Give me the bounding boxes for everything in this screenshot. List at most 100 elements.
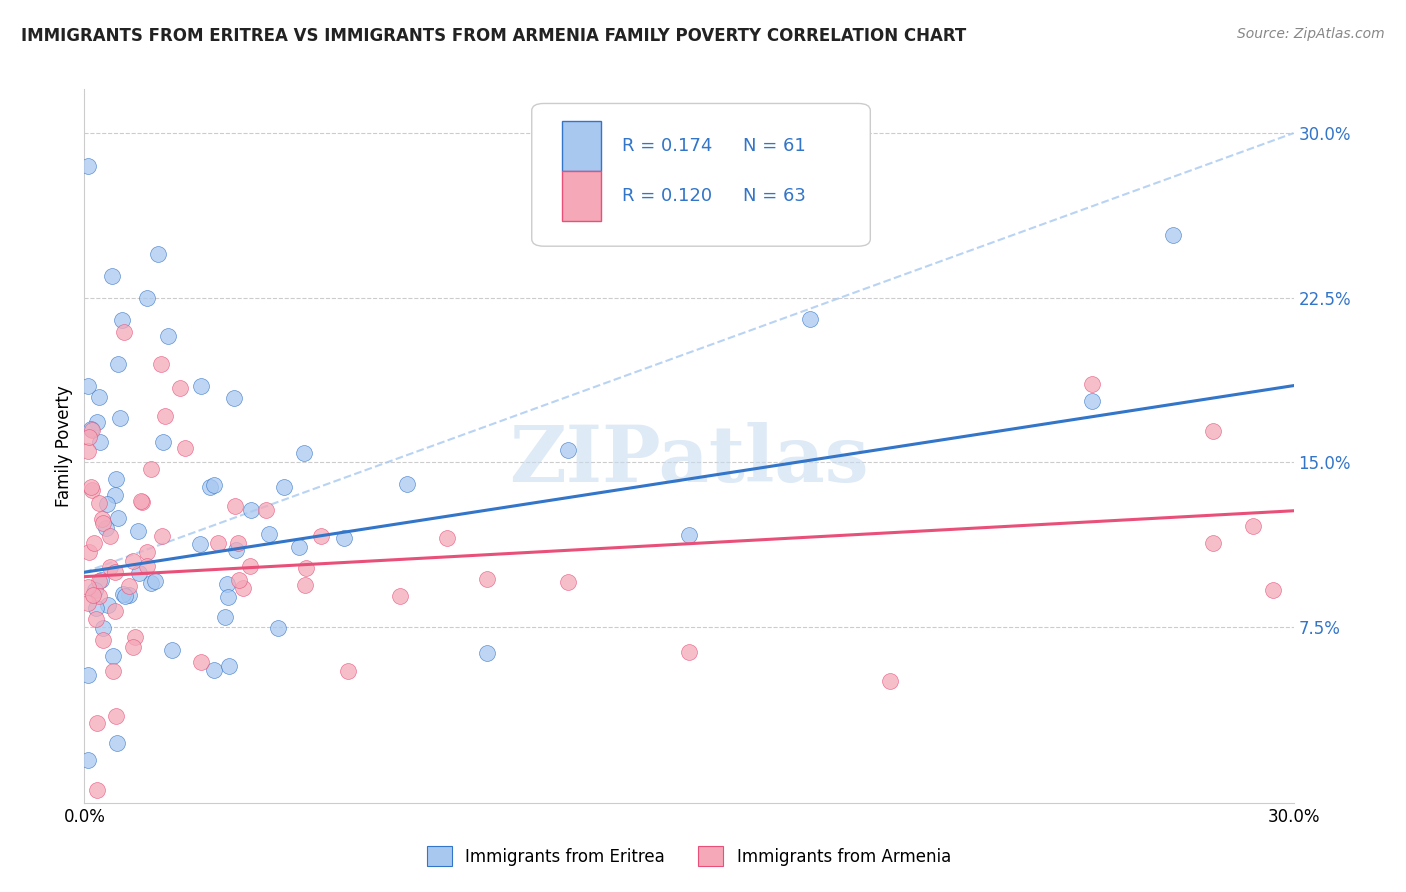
Text: ZIPatlas: ZIPatlas bbox=[509, 422, 869, 499]
Point bbox=[87, 574, 110, 589]
Point bbox=[96, 598, 118, 612]
Point bbox=[139, 462, 162, 476]
Point bbox=[146, 247, 169, 261]
Point bbox=[240, 502, 263, 516]
Point bbox=[103, 648, 125, 663]
Point bbox=[162, 643, 184, 657]
Point bbox=[1202, 536, 1225, 550]
Point bbox=[77, 159, 100, 173]
Point bbox=[101, 664, 124, 678]
Point bbox=[1161, 227, 1184, 242]
Text: R = 0.120: R = 0.120 bbox=[623, 187, 713, 205]
Point bbox=[114, 589, 136, 603]
Point bbox=[169, 381, 191, 395]
Point bbox=[96, 521, 118, 535]
Point bbox=[127, 524, 149, 539]
Point bbox=[79, 479, 101, 493]
Point bbox=[77, 753, 100, 767]
Point bbox=[143, 574, 166, 588]
Point bbox=[1263, 582, 1285, 597]
Point bbox=[77, 597, 100, 611]
Point bbox=[225, 543, 247, 558]
Point bbox=[174, 442, 197, 456]
Point bbox=[557, 442, 579, 457]
Point bbox=[131, 495, 153, 509]
Point bbox=[111, 312, 134, 326]
Point bbox=[436, 531, 458, 545]
FancyBboxPatch shape bbox=[562, 121, 600, 171]
Point bbox=[149, 357, 172, 371]
Point bbox=[287, 540, 309, 554]
Point bbox=[84, 582, 107, 597]
Point bbox=[98, 529, 121, 543]
Point bbox=[294, 578, 316, 592]
Point bbox=[87, 495, 110, 509]
Point bbox=[202, 478, 225, 492]
Point bbox=[190, 536, 212, 550]
Point bbox=[135, 291, 157, 305]
Point bbox=[91, 621, 114, 635]
Point bbox=[214, 610, 236, 624]
Point bbox=[239, 558, 262, 573]
Point bbox=[86, 782, 108, 797]
Point bbox=[98, 560, 121, 574]
Point bbox=[295, 561, 318, 575]
Point bbox=[104, 472, 127, 486]
Point bbox=[77, 668, 100, 682]
Point bbox=[122, 640, 145, 655]
Point bbox=[77, 378, 100, 392]
Point bbox=[336, 664, 359, 678]
Point bbox=[86, 415, 108, 429]
Point bbox=[89, 434, 111, 449]
Y-axis label: Family Poverty: Family Poverty bbox=[55, 385, 73, 507]
Point bbox=[232, 581, 254, 595]
Point bbox=[107, 510, 129, 524]
Point bbox=[96, 497, 118, 511]
Point bbox=[292, 445, 315, 459]
Point bbox=[86, 716, 108, 731]
Point bbox=[155, 409, 177, 423]
Point bbox=[129, 494, 152, 508]
Point bbox=[1202, 424, 1225, 438]
Point bbox=[228, 573, 250, 587]
Text: IMMIGRANTS FROM ERITREA VS IMMIGRANTS FROM ARMENIA FAMILY POVERTY CORRELATION CH: IMMIGRANTS FROM ERITREA VS IMMIGRANTS FR… bbox=[21, 27, 966, 45]
Point bbox=[104, 604, 127, 618]
Point bbox=[80, 422, 103, 436]
Point bbox=[157, 329, 180, 343]
Point bbox=[136, 545, 159, 559]
Legend: Immigrants from Eritrea, Immigrants from Armenia: Immigrants from Eritrea, Immigrants from… bbox=[420, 839, 957, 873]
Point bbox=[309, 528, 332, 542]
Point bbox=[395, 476, 418, 491]
Point bbox=[1081, 394, 1104, 409]
Point bbox=[152, 435, 174, 450]
Text: Source: ZipAtlas.com: Source: ZipAtlas.com bbox=[1237, 27, 1385, 41]
Point bbox=[557, 574, 579, 589]
Point bbox=[84, 601, 107, 615]
Point bbox=[89, 390, 111, 404]
Point bbox=[118, 588, 141, 602]
Point bbox=[267, 621, 290, 635]
Point bbox=[333, 531, 356, 545]
Point bbox=[678, 645, 700, 659]
Point bbox=[90, 573, 112, 587]
FancyBboxPatch shape bbox=[531, 103, 870, 246]
Point bbox=[254, 502, 277, 516]
Point bbox=[224, 391, 246, 405]
Point bbox=[388, 589, 411, 603]
Point bbox=[799, 312, 821, 326]
Point bbox=[224, 500, 246, 514]
Point bbox=[104, 709, 127, 723]
Point bbox=[105, 736, 128, 750]
Point bbox=[150, 529, 173, 543]
Point bbox=[77, 444, 100, 458]
Point bbox=[91, 632, 114, 647]
Point bbox=[202, 663, 225, 677]
Point bbox=[190, 655, 212, 669]
Point bbox=[83, 536, 105, 550]
Point bbox=[228, 536, 250, 550]
Point bbox=[141, 575, 163, 590]
Point bbox=[112, 325, 135, 339]
Point bbox=[128, 566, 150, 581]
Point bbox=[111, 587, 134, 601]
Point bbox=[87, 589, 110, 603]
